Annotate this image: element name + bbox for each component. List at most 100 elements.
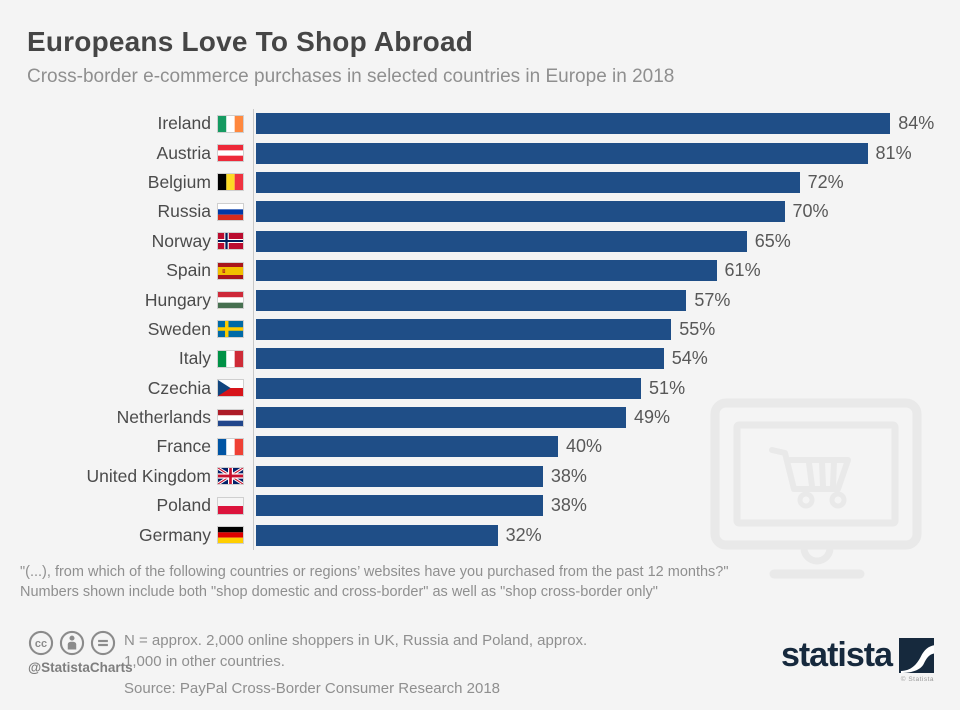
bar-track: 32% (253, 520, 960, 550)
value-label: 40% (566, 436, 603, 457)
sample-note-line1: N = approx. 2,000 online shoppers in UK,… (124, 631, 588, 649)
page-title: Europeans Love To Shop Abroad (27, 26, 474, 57)
survey-question-line1: "(...), from which of the following coun… (20, 563, 729, 580)
statista-charts-handle[interactable]: @StatistaCharts (28, 659, 133, 675)
bar-chart: Ireland 84% Austria 81% Belgium 72% (0, 109, 960, 550)
bar (256, 230, 747, 252)
value-label: 54% (671, 348, 708, 369)
svg-text:cc: cc (35, 638, 47, 650)
bar-row-belgium: Belgium 72% (0, 167, 960, 198)
survey-question-note: "(...), from which of the following coun… (20, 562, 933, 603)
value-label: 38% (550, 465, 587, 486)
united-kingdom-flag-icon (217, 467, 244, 486)
country-label: Netherlands (116, 407, 211, 428)
spain-flag-icon (217, 261, 244, 280)
footer: cc @StatistaCharts N = approx. 2,000 onl… (0, 630, 960, 700)
france-flag-icon (217, 437, 244, 456)
sample-and-source-notes: N = approx. 2,000 online shoppers in UK,… (124, 630, 781, 700)
cc-license-icon[interactable]: cc (28, 630, 54, 656)
bar (256, 495, 543, 517)
bar-track: 38% (253, 461, 960, 492)
bar-row-france: France 40% (0, 432, 960, 462)
country-label: Czechia (147, 377, 211, 398)
value-label: 55% (679, 318, 716, 339)
country-label: France (156, 436, 211, 457)
value-label: 49% (633, 407, 670, 428)
statista-logo-icon (899, 637, 934, 673)
italy-flag-icon (217, 349, 244, 368)
bar-track: 65% (253, 226, 960, 256)
bar (256, 113, 891, 135)
bar-track: 70% (253, 197, 960, 227)
bar (256, 201, 785, 223)
value-label: 32% (505, 524, 542, 545)
hungary-flag-icon (217, 291, 244, 310)
bar-track: 51% (253, 373, 960, 403)
sweden-flag-icon (217, 320, 244, 339)
bar (256, 465, 543, 487)
country-label: Italy (178, 348, 211, 369)
value-label: 38% (550, 495, 587, 516)
value-label: 81% (875, 142, 912, 163)
cc-attribution-icon[interactable] (59, 630, 85, 656)
bar-track: 55% (253, 314, 960, 345)
bar-track: 81% (253, 138, 960, 168)
bar-track: 72% (253, 167, 960, 198)
bar-row-norway: Norway 65% (0, 226, 960, 256)
logo-fine-print: © Statista (900, 675, 934, 683)
value-label: 70% (792, 201, 829, 222)
bar-row-united-kingdom: United Kingdom 38% (0, 461, 960, 492)
bar-row-netherlands: Netherlands 49% (0, 402, 960, 433)
poland-flag-icon (217, 496, 244, 515)
bar-row-sweden: Sweden 55% (0, 314, 960, 345)
country-label: Austria (156, 142, 211, 163)
statista-logo[interactable]: statista © Statista (781, 630, 934, 683)
bar-track: 49% (253, 402, 960, 433)
country-label: Norway (151, 230, 211, 251)
sample-note-line2: 1,000 in other countries. (124, 652, 285, 670)
cc-no-derivatives-icon[interactable] (90, 630, 116, 656)
czechia-flag-icon (217, 379, 244, 398)
source-note: Source: PayPal Cross-Border Consumer Res… (124, 680, 501, 698)
bar (256, 142, 868, 164)
germany-flag-icon (217, 526, 244, 545)
bar-track: 40% (253, 432, 960, 462)
infographic: Europeans Love To Shop Abroad Cross-bord… (0, 26, 960, 710)
bar-row-germany: Germany 32% (0, 520, 960, 550)
bar-track: 57% (253, 285, 960, 315)
bar-track: 38% (253, 491, 960, 521)
value-label: 57% (694, 289, 731, 310)
bar-row-italy: Italy 54% (0, 344, 960, 374)
country-label: United Kingdom (86, 465, 211, 486)
bar (256, 348, 664, 370)
country-label: Sweden (147, 318, 211, 339)
value-label: 51% (649, 377, 686, 398)
bar-track: 61% (253, 255, 960, 286)
bar (256, 524, 498, 546)
bar (256, 289, 687, 311)
bar-row-spain: Spain 61% (0, 255, 960, 286)
value-label: 65% (754, 230, 791, 251)
country-label: Belgium (147, 171, 211, 192)
bar-row-ireland: Ireland 84% (0, 109, 960, 139)
country-label: Ireland (157, 113, 211, 134)
bar-row-czechia: Czechia 51% (0, 373, 960, 403)
country-label: Russia (157, 201, 212, 222)
bar (256, 407, 626, 429)
value-label: 72% (807, 171, 844, 192)
bar-track: 54% (253, 344, 960, 374)
bar-row-austria: Austria 81% (0, 138, 960, 168)
bar (256, 436, 558, 458)
russia-flag-icon (217, 202, 244, 221)
country-label: Hungary (144, 289, 211, 310)
bar-track: 84% (253, 109, 960, 139)
country-label: Poland (156, 495, 212, 516)
bar (256, 318, 672, 340)
bar-row-poland: Poland 38% (0, 491, 960, 521)
statista-wordmark: statista (780, 636, 893, 675)
bar-row-hungary: Hungary 57% (0, 285, 960, 315)
page-subtitle: Cross-border e-commerce purchases in sel… (27, 66, 675, 87)
creative-commons-block: cc @StatistaCharts (28, 630, 133, 675)
value-label: 84% (898, 113, 935, 134)
bar-row-russia: Russia 70% (0, 197, 960, 227)
